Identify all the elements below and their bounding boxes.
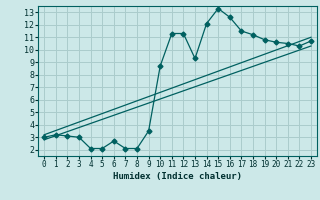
X-axis label: Humidex (Indice chaleur): Humidex (Indice chaleur) [113, 172, 242, 181]
